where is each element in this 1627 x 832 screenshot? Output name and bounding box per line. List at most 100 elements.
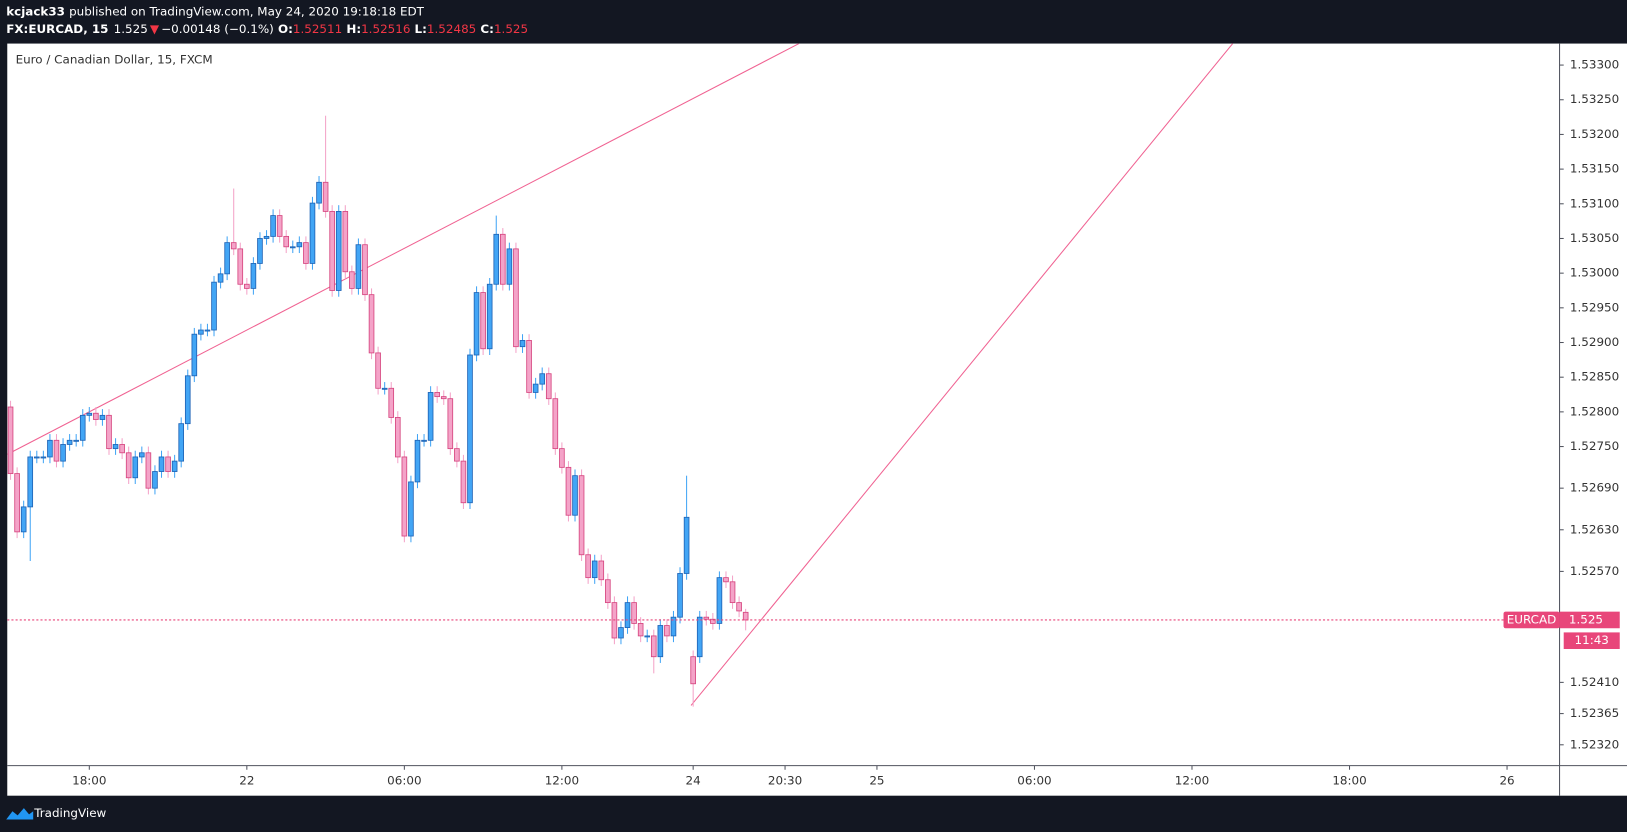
candle-body: [454, 448, 460, 462]
candle-body: [14, 473, 20, 533]
candle-body: [388, 387, 395, 418]
candle-body: [394, 417, 401, 458]
candle-body: [296, 242, 303, 248]
candle-body: [552, 398, 559, 450]
y-tick-label: 1.53150: [1570, 162, 1619, 176]
candle-body: [473, 292, 480, 356]
candle-body: [132, 456, 139, 479]
footer-brand[interactable]: TradingView: [33, 806, 106, 820]
candle-body: [559, 448, 565, 468]
x-tick-label: 18:00: [72, 774, 106, 788]
drawings: [7, 43, 1234, 706]
candle-body: [729, 581, 736, 604]
candle-body: [401, 456, 408, 537]
candle-body: [53, 439, 60, 462]
candle-body: [27, 456, 34, 508]
candle-body: [506, 248, 513, 285]
candle-body: [421, 439, 427, 442]
candle-body: [355, 244, 362, 289]
author[interactable]: kcjack33: [6, 4, 65, 18]
header-line-1: kcjack33 published on TradingView.com, Ma…: [6, 4, 424, 18]
candle-body: [683, 516, 690, 574]
candle-body: [158, 456, 165, 472]
candle-body: [276, 215, 283, 237]
candle-body: [486, 283, 493, 350]
candle-body: [736, 602, 742, 612]
candle-body: [112, 444, 119, 450]
candle-body: [742, 611, 749, 621]
y-tick-label: 1.52570: [1570, 564, 1619, 578]
candle-body: [204, 329, 211, 332]
candle-body: [217, 273, 224, 283]
y-tick-label: 1.52950: [1570, 300, 1619, 314]
candle-body: [572, 475, 578, 516]
candles: [7, 115, 1560, 707]
trend-line[interactable]: [7, 43, 800, 455]
candle-body: [230, 242, 237, 250]
candle-body: [79, 414, 86, 441]
candle-body: [500, 233, 506, 285]
candle-body: [434, 392, 440, 398]
candle-body: [696, 616, 703, 658]
candle-body: [624, 602, 631, 628]
header-line-2: FX:EURCAD, 15 1.525 ▼ −0.00148 (−0.1%) O:1.5…: [6, 22, 528, 36]
candle-body: [427, 392, 434, 441]
candle-body: [263, 235, 270, 239]
candle-body: [532, 383, 539, 393]
candle-body: [690, 656, 696, 685]
candle-body: [545, 373, 552, 400]
candle-body: [191, 333, 198, 377]
x-tick-label: 24: [686, 774, 701, 788]
x-tick-label: 18:00: [1332, 774, 1366, 788]
candle-body: [414, 439, 421, 483]
trend-line[interactable]: [690, 43, 1234, 706]
open-value: 1.52511: [293, 22, 342, 36]
axes: 1.53300 1.53250 1.53200 1.53150 1.53100 1.530…: [72, 58, 1620, 788]
symbol-tag-label: EURCAD: [1507, 612, 1557, 626]
candle-body: [244, 283, 250, 289]
x-tick-label: 25: [869, 774, 884, 788]
candle-body: [86, 412, 93, 416]
candle-body: [657, 625, 664, 658]
high-value: 1.52516: [361, 22, 410, 36]
y-tick-label: 1.52800: [1570, 404, 1619, 418]
y-tick-label: 1.52410: [1570, 675, 1619, 689]
candle-body: [605, 579, 611, 604]
x-tick-label: 12:00: [1175, 774, 1209, 788]
candle-body: [250, 263, 257, 289]
candle-body: [467, 354, 473, 504]
candle-body: [375, 352, 381, 389]
countdown-tag: [1563, 632, 1620, 649]
x-tick-label: 26: [1499, 774, 1514, 788]
low-value: 1.52485: [427, 22, 476, 36]
candle-body: [184, 375, 191, 425]
candle-body: [40, 456, 47, 459]
candle-body: [381, 387, 388, 390]
candle-body: [460, 460, 467, 504]
candle-body: [519, 340, 526, 348]
candle-body: [664, 625, 670, 637]
candle-body: [145, 452, 152, 489]
candle-body: [650, 635, 657, 658]
candle-body: [33, 456, 40, 459]
candle-body: [723, 577, 729, 583]
chart-title: Euro / Canadian Dollar, 15, FXCM: [16, 53, 213, 67]
change: −0.00148 (−0.1%): [161, 22, 274, 36]
candle-body: [670, 616, 677, 637]
candle-body: [329, 211, 335, 291]
x-tick-label: 06:00: [1017, 774, 1051, 788]
candle-body: [349, 271, 355, 289]
y-tick-label: 1.53250: [1570, 92, 1619, 106]
candle-body: [60, 444, 66, 462]
candle-body: [513, 248, 519, 348]
chart-area: [7, 43, 1627, 796]
candle-body: [526, 340, 532, 393]
y-tick-label: 1.52690: [1570, 481, 1619, 495]
candle-body: [677, 573, 683, 618]
y-tick-label: 1.52850: [1570, 370, 1619, 384]
y-tick-label: 1.53200: [1570, 127, 1619, 141]
y-tick-label: 1.52630: [1570, 522, 1619, 536]
candle-body: [119, 444, 125, 454]
candle-body: [716, 577, 723, 624]
